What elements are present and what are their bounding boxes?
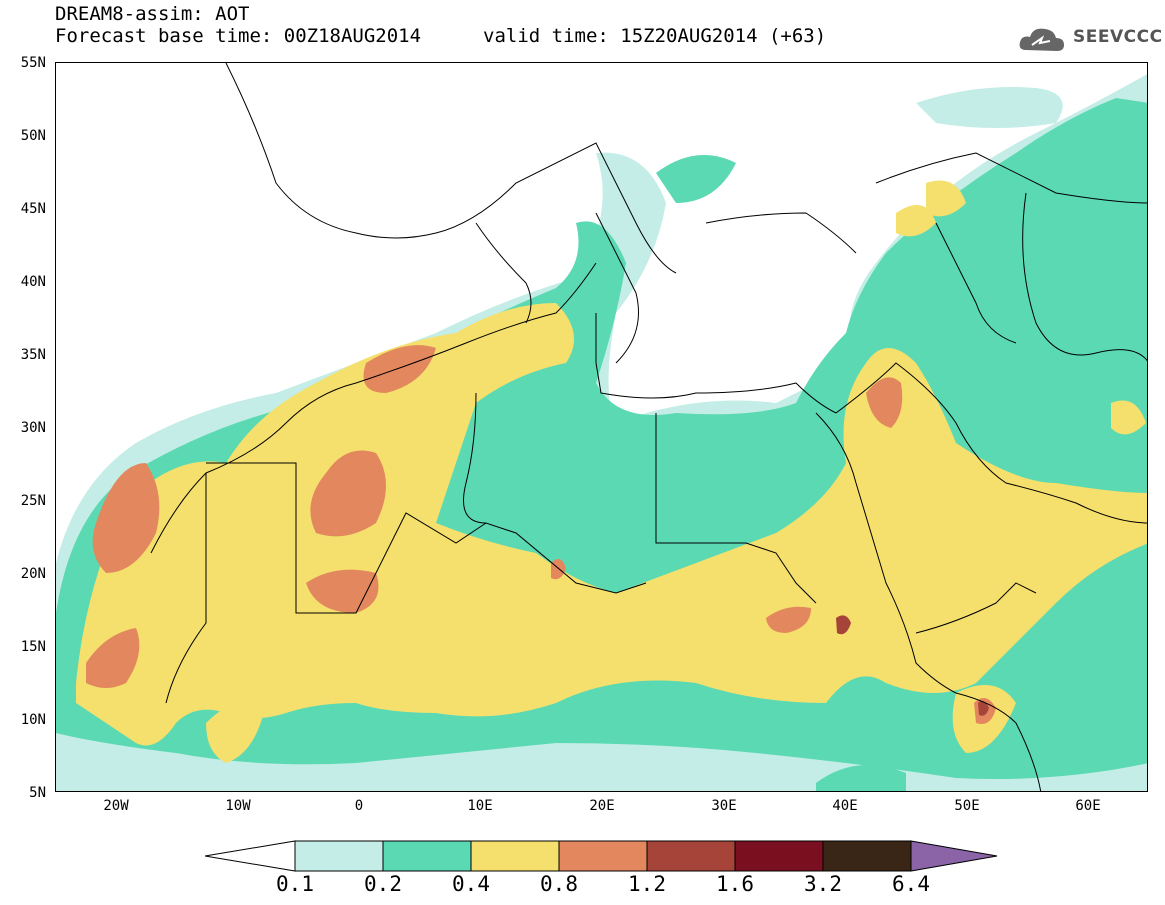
aot-band-1.2: [836, 615, 989, 716]
lon-label-0: 0: [354, 798, 364, 814]
aot-map: [55, 62, 1148, 792]
aot-band-0.8: [86, 345, 996, 724]
lon-label-10w: 10W: [225, 798, 251, 814]
lon-label-10e: 10E: [467, 798, 493, 814]
logo-text: SEEVCCC: [1073, 27, 1163, 47]
colorbar-label-0.2: 0.2: [364, 872, 402, 896]
valid-time: valid time: 15Z20AUG2014 (+63): [483, 25, 827, 47]
colorbar-label-3.2: 3.2: [804, 872, 842, 896]
country-borders: [150, 63, 1147, 791]
lon-label-40e: 40E: [832, 798, 858, 814]
lat-label-30n: 30N: [20, 420, 46, 436]
colorbar-over-arrow: [910, 840, 998, 872]
lat-label-35n: 35N: [20, 347, 46, 363]
colorbar-bin-0.1: [294, 840, 384, 872]
colorbar-bin-0.2: [382, 840, 472, 872]
colorbar-label-1.2: 1.2: [628, 872, 666, 896]
lat-label-55n: 55N: [20, 55, 46, 71]
colorbar-under-arrow: [205, 840, 296, 872]
colorbar-label-6.4: 6.4: [892, 872, 930, 896]
lon-label-20e: 20E: [589, 798, 615, 814]
colorbar-label-0.8: 0.8: [540, 872, 578, 896]
lat-label-25n: 25N: [20, 493, 46, 509]
colorbar-bin-1.6: [734, 840, 824, 872]
colorbar-label-1.6: 1.6: [716, 872, 754, 896]
forecast-base-time: Forecast base time: 00Z18AUG2014: [55, 25, 422, 47]
lon-label-20w: 20W: [103, 798, 129, 814]
lat-label-5n: 5N: [29, 785, 46, 801]
lon-label-60e: 60E: [1075, 798, 1101, 814]
lon-label-30e: 30E: [711, 798, 737, 814]
colorbar-bin-0.8: [558, 840, 648, 872]
lat-label-50n: 50N: [20, 128, 46, 144]
lat-label-45n: 45N: [20, 201, 46, 217]
lat-label-40n: 40N: [20, 274, 46, 290]
aot-field: [56, 63, 1147, 791]
lat-label-20n: 20N: [20, 566, 46, 582]
lon-label-50e: 50E: [954, 798, 980, 814]
lat-label-10n: 10N: [20, 712, 46, 728]
colorbar-label-0.1: 0.1: [276, 872, 314, 896]
colorbar-bin-1.2: [646, 840, 736, 872]
colorbar-label-0.4: 0.4: [452, 872, 490, 896]
cloud-logo-icon: [1019, 28, 1064, 51]
colorbar-bin-3.2: [822, 840, 912, 872]
colorbar: [205, 840, 998, 872]
lat-label-15n: 15N: [20, 639, 46, 655]
chart-title: DREAM8-assim: AOT: [55, 3, 250, 25]
colorbar-bin-0.4: [470, 840, 560, 872]
